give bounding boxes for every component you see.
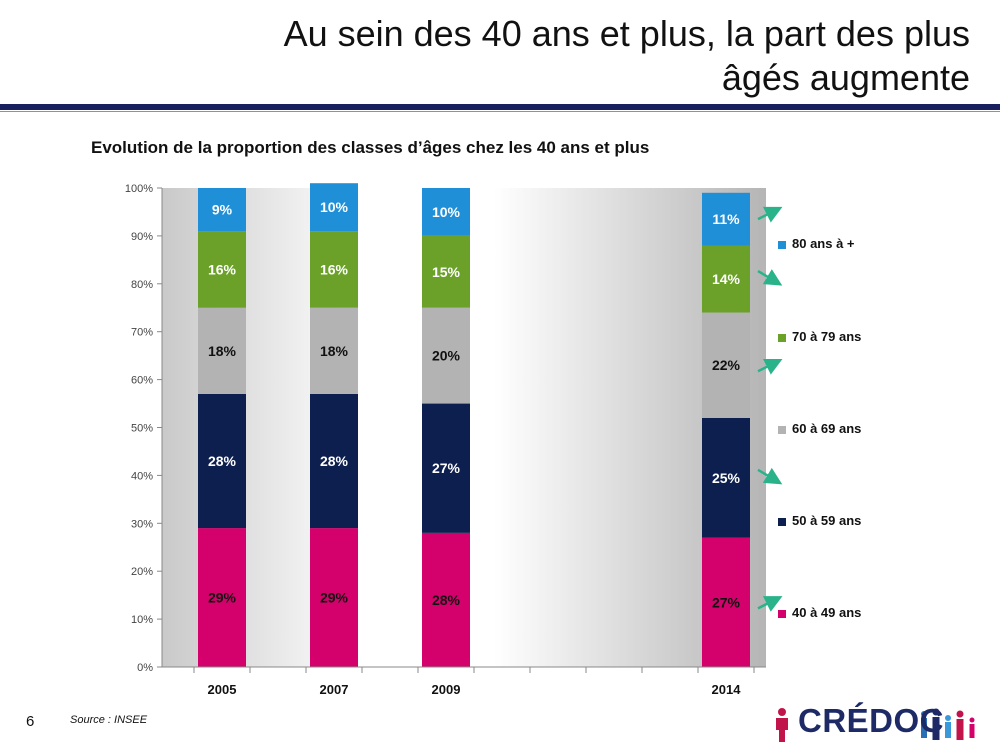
legend-swatch	[778, 333, 786, 342]
x-tick-label: 2009	[432, 682, 461, 697]
data-label: 22%	[712, 357, 741, 373]
y-tick-label: 70%	[131, 327, 153, 339]
y-tick-label: 10%	[131, 614, 153, 626]
legend-label: 40 à 49 ans	[792, 605, 862, 620]
legend-item: 50 à 59 ans	[778, 513, 861, 528]
logo-text: CRÉDOC	[798, 702, 945, 739]
y-tick-label: 30%	[131, 518, 153, 530]
legend-swatch	[778, 517, 786, 526]
legend-item: 60 à 69 ans	[778, 421, 861, 436]
data-label: 28%	[432, 592, 461, 608]
bar-segment	[310, 393, 358, 529]
y-tick-label: 50%	[131, 423, 153, 435]
y-tick-label: 90%	[131, 231, 153, 243]
title-rule	[0, 104, 1000, 110]
trend-arrows	[757, 206, 783, 612]
data-label: 10%	[432, 204, 461, 220]
data-label: 25%	[712, 470, 741, 486]
legend-item: 80 ans à +	[778, 236, 855, 251]
bar-segment	[198, 307, 246, 394]
legend-label: 80 ans à +	[792, 236, 855, 251]
chart-title: Evolution de la proportion des classes d…	[91, 138, 650, 157]
legend-label: 70 à 79 ans	[792, 329, 862, 344]
trend-arrow	[757, 596, 783, 612]
bar-segment	[422, 532, 470, 667]
trend-arrow	[757, 269, 783, 286]
slide-title: Au sein des 40 ans et plus, la part des …	[283, 13, 970, 98]
y-tick-label: 60%	[131, 375, 153, 387]
data-label: 29%	[320, 590, 349, 606]
data-label: 28%	[320, 453, 349, 469]
data-label: 14%	[712, 271, 741, 287]
legend-item: 70 à 79 ans	[778, 329, 861, 344]
trend-arrow	[757, 206, 783, 223]
legend-label: 60 à 69 ans	[792, 421, 862, 436]
y-tick-label: 80%	[131, 279, 153, 291]
bar-segment	[198, 188, 246, 232]
data-label: 18%	[208, 343, 237, 359]
data-label: 16%	[208, 261, 237, 277]
legend-item: 40 à 49 ans	[778, 605, 861, 620]
x-tick-label: 2007	[320, 682, 349, 697]
legend-swatch	[778, 240, 786, 249]
x-tick-label: 2014	[712, 682, 742, 697]
bar-segment	[310, 231, 358, 308]
page-number: 6	[26, 713, 35, 730]
data-label: 27%	[432, 460, 461, 476]
bar-segment	[422, 235, 470, 308]
x-tick-label: 2005	[208, 682, 237, 697]
bar-segment	[198, 231, 246, 308]
data-label: 9%	[212, 202, 233, 218]
data-label: 15%	[432, 264, 461, 280]
source-note: Source : INSEE	[70, 714, 148, 726]
legend-swatch	[778, 425, 786, 434]
bar-segment	[702, 192, 750, 246]
trend-arrow	[757, 467, 783, 485]
data-label: 20%	[432, 348, 461, 364]
legend-swatch	[778, 609, 786, 618]
bar-segment	[422, 188, 470, 236]
y-tick-label: 100%	[125, 183, 153, 195]
bar-segment	[702, 245, 750, 313]
x-axis: 2005 2007 2009 2014	[162, 666, 766, 697]
bars: 29% 28% 18% 16% 9% 29% 28% 18% 16% 10% 28% 27% 20% 15…	[198, 183, 750, 667]
data-label: 28%	[208, 453, 237, 469]
credoc-logo: CRÉDOC	[770, 700, 985, 746]
bar-segment	[198, 393, 246, 529]
y-tick-label: 0%	[137, 662, 153, 674]
bar-segment	[422, 403, 470, 533]
bar-segment	[702, 417, 750, 538]
bar-segment	[198, 528, 246, 667]
data-label: 11%	[712, 211, 740, 227]
trend-arrow	[757, 358, 783, 375]
data-label: 10%	[320, 199, 349, 215]
bar-segment	[310, 183, 358, 232]
data-label: 18%	[320, 343, 349, 359]
bar-segment	[310, 528, 358, 667]
legend-label: 50 à 59 ans	[792, 513, 862, 528]
y-axis: 0% 10% 20% 30% 40% 50% 60% 70% 80% 90% 100%	[125, 183, 163, 674]
bar-segment	[310, 307, 358, 394]
y-tick-label: 40%	[131, 470, 153, 482]
logo-figures-icon	[776, 708, 975, 742]
data-label: 16%	[320, 261, 349, 277]
bar-segment	[702, 537, 750, 667]
bar-segment	[702, 312, 750, 418]
bar-segment	[422, 307, 470, 404]
y-tick-label: 20%	[131, 566, 153, 578]
title-rule-thin	[0, 111, 1000, 112]
data-label: 29%	[208, 590, 237, 606]
data-label: 27%	[712, 594, 741, 610]
